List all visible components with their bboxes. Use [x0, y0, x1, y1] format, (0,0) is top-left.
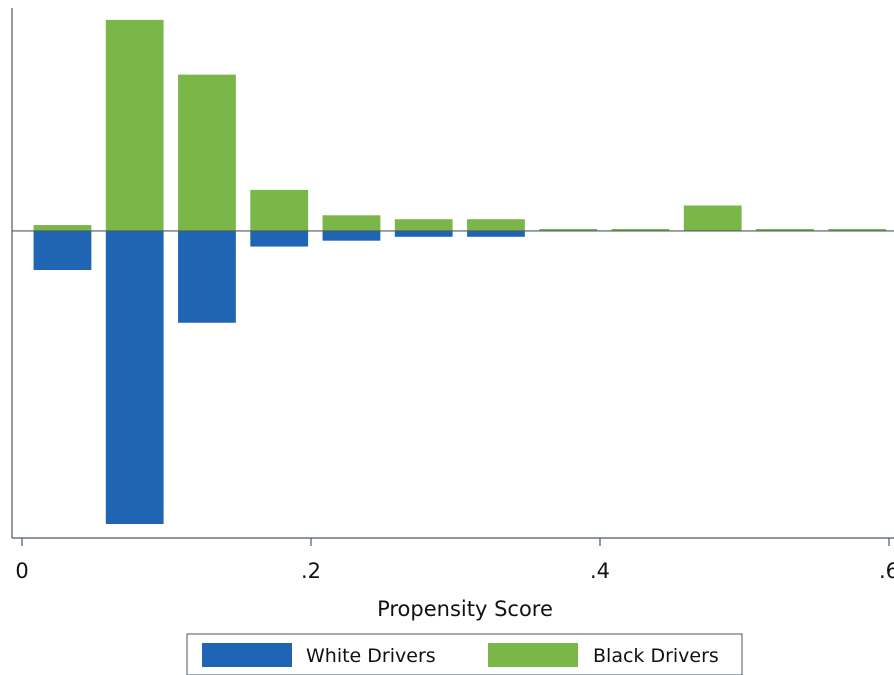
bar-black-drivers-3 — [250, 189, 309, 231]
bar-white-drivers-0 — [33, 230, 92, 270]
bars-group — [33, 19, 887, 524]
bar-white-drivers-6 — [467, 230, 525, 237]
bar-black-drivers-4 — [322, 215, 381, 231]
legend: White Drivers Black Drivers — [186, 633, 743, 675]
legend-swatch-black-drivers — [488, 643, 578, 667]
bar-black-drivers-11 — [828, 228, 887, 231]
legend-swatch-white-drivers — [202, 643, 292, 667]
legend-label-black-drivers: Black Drivers — [593, 645, 719, 667]
bar-white-drivers-4 — [322, 230, 381, 241]
x-tick-label-2: .4 — [590, 559, 610, 583]
x-ticks-group: 0 .2 .4 .6 — [15, 538, 894, 583]
bar-black-drivers-2 — [178, 74, 236, 231]
bar-white-drivers-2 — [178, 230, 236, 323]
bar-black-drivers-0 — [33, 225, 92, 231]
x-axis-title: Propensity Score — [377, 597, 553, 621]
x-tick-label-0: 0 — [15, 559, 28, 583]
bar-black-drivers-1 — [105, 19, 164, 231]
legend-label-white-drivers: White Drivers — [306, 645, 436, 667]
bar-black-drivers-7 — [539, 228, 598, 231]
bar-black-drivers-6 — [467, 219, 525, 231]
bar-white-drivers-3 — [250, 230, 309, 247]
bar-black-drivers-5 — [394, 219, 453, 231]
bar-white-drivers-1 — [105, 230, 164, 524]
bar-black-drivers-8 — [611, 228, 670, 231]
bar-black-drivers-10 — [756, 228, 814, 231]
x-tick-label-1: .2 — [301, 559, 321, 583]
bar-white-drivers-5 — [394, 230, 453, 237]
bar-black-drivers-9 — [683, 205, 742, 231]
x-tick-label-3: .6 — [879, 559, 894, 583]
